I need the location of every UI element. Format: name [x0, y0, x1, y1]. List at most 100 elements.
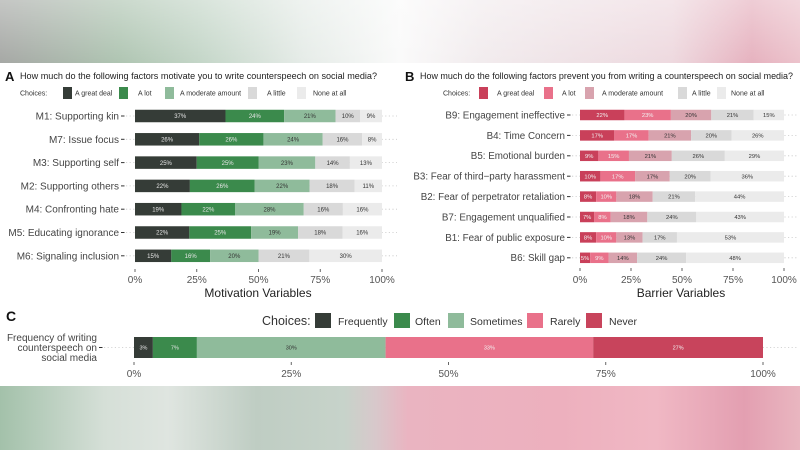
bar-value-suffix: %	[618, 174, 623, 180]
bar-segment	[580, 252, 591, 264]
bar-row: B3: Fear of third−party harassment 10% 17%…	[413, 170, 797, 183]
bar-value-suffix: %	[363, 231, 369, 237]
bar-value-label: 26%	[752, 133, 764, 139]
bar-value-label: 28%	[263, 207, 276, 213]
bar-value-suffix: %	[598, 133, 603, 139]
bar-segment	[695, 191, 784, 202]
bar-value-suffix: %	[741, 215, 746, 221]
legend-swatch	[448, 313, 464, 328]
bar-value-suffix: %	[367, 161, 373, 167]
bar-row: B6: Skill gap 5% 9% 14% 24% 48%	[511, 252, 797, 264]
x-tick-label: 0%	[127, 369, 142, 380]
bar-value-suffix: %	[283, 184, 289, 190]
bar-segment	[610, 211, 648, 223]
panel-letter: B	[405, 69, 414, 84]
bar-segment	[199, 133, 264, 146]
bar-value-label: 10%	[342, 114, 355, 120]
legend-label: Sometimes	[470, 316, 523, 328]
bar-value-label: 25%	[222, 161, 235, 167]
legend-label: A little	[267, 91, 286, 98]
bar-segment	[624, 109, 671, 121]
bar-value-suffix: %	[294, 137, 300, 143]
bar-segment	[590, 252, 609, 264]
bar-segment	[580, 150, 599, 162]
bar-value: 10	[600, 235, 606, 241]
bar-value-suffix: %	[154, 254, 160, 260]
bar-value: 20	[685, 113, 691, 119]
bar-value-label: 44%	[734, 195, 746, 201]
bar-value-label: 13%	[360, 161, 373, 167]
panel-letter: C	[6, 308, 16, 324]
bar-row: M4: Confronting hate 19% 22% 28% 16% 16%	[26, 202, 397, 216]
x-tick-label: 25%	[621, 275, 641, 286]
bar-segment	[671, 150, 725, 162]
bar-segment	[580, 170, 601, 182]
bar-value: 24	[666, 215, 673, 221]
bar-segment	[652, 191, 696, 202]
bar-segment	[580, 109, 625, 121]
bar-value-suffix: %	[221, 231, 227, 237]
bar-value: 30	[340, 254, 347, 260]
bar-value-suffix: %	[174, 345, 179, 351]
bar-value: 20	[228, 254, 235, 260]
bar-value: 15	[608, 154, 614, 160]
bar-value-label: 5%	[581, 256, 589, 262]
bar-value: 26	[693, 154, 699, 160]
x-tick-label: 25%	[187, 275, 207, 286]
bar-value-label: 9%	[585, 154, 593, 160]
x-axis-title: Motivation Variables	[204, 286, 311, 300]
bar-value: 21	[727, 113, 733, 119]
bar-value-label: 48%	[729, 256, 741, 262]
bar-segment	[189, 179, 255, 193]
bar-value-suffix: %	[635, 195, 640, 201]
bar-value-label: 33%	[484, 345, 495, 351]
bar-value: 18	[623, 215, 629, 221]
bar-value-label: 36%	[741, 174, 753, 180]
bar-value-label: 14%	[327, 161, 340, 167]
bar-segment	[322, 133, 363, 146]
bar-segment	[691, 130, 732, 141]
bar-segment	[135, 202, 182, 216]
bar-value-label: 8%	[368, 137, 377, 143]
legend-swatch	[585, 87, 594, 99]
bar-value: 10	[600, 195, 606, 201]
bar-value-label: 18%	[629, 195, 641, 201]
bar-value-label: 10%	[600, 195, 612, 201]
bar-value-suffix: %	[651, 154, 656, 160]
bar-value-suffix: %	[755, 154, 760, 160]
bar-segment	[608, 252, 638, 264]
bar-value-suffix: %	[623, 256, 628, 262]
bar-segment	[637, 252, 687, 264]
bar-value-suffix: %	[653, 174, 658, 180]
bar-value-suffix: %	[363, 207, 369, 213]
bar-segment	[135, 109, 226, 123]
bar-segment	[669, 170, 711, 182]
bar-value-suffix: %	[607, 235, 612, 241]
bar-value: 9	[595, 256, 598, 262]
bar-value-label: 19%	[269, 231, 282, 237]
bar-value-suffix: %	[348, 114, 354, 120]
bar-row: B5: Emotional burden 9% 15% 21% 26% 29%	[471, 150, 797, 162]
bar-value: 33	[484, 345, 490, 351]
bar-value-suffix: %	[168, 137, 174, 143]
legend-label: Often	[415, 316, 441, 328]
bar-segment	[711, 109, 754, 121]
bar-value: 21	[645, 154, 651, 160]
bar-value: 7	[583, 215, 586, 221]
bar-value: 22	[156, 231, 163, 237]
bar-value: 36	[741, 174, 747, 180]
bar-value: 21	[278, 254, 285, 260]
bar-value-label: 27%	[673, 345, 684, 351]
bar-value-label: 30%	[340, 254, 353, 260]
bar-value-label: 21%	[668, 195, 680, 201]
bar-value-suffix: %	[143, 345, 148, 351]
bar-row: M6: Signaling inclusion 15% 16% 20% 21% 30%	[17, 249, 397, 262]
bar-value: 17	[591, 133, 597, 139]
bar-value-label: 3%	[139, 345, 147, 351]
x-tick-label: 75%	[310, 275, 330, 286]
bar-value: 37	[174, 114, 181, 120]
bar-row: M7: Issue focus 26% 26% 24% 16% 8%	[49, 133, 397, 146]
bar-value-label: 11%	[362, 184, 374, 190]
bar-value-suffix: %	[607, 195, 612, 201]
bar-value-suffix: %	[630, 235, 635, 241]
